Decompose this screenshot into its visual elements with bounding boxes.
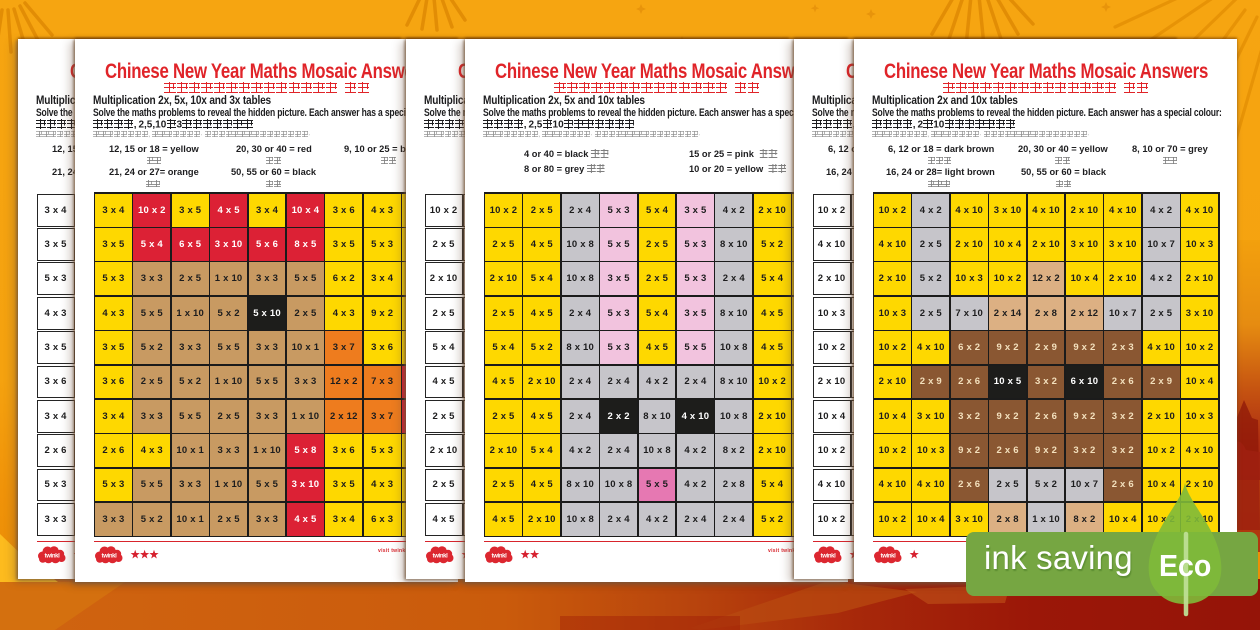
svg-text:twinkl: twinkl <box>881 553 897 559</box>
svg-text:twinkl: twinkl <box>492 553 508 559</box>
svg-text:twinkl: twinkl <box>433 553 449 559</box>
svg-text:twinkl: twinkl <box>821 553 837 559</box>
svg-text:twinkl: twinkl <box>102 553 118 559</box>
svg-text:twinkl: twinkl <box>45 553 61 559</box>
